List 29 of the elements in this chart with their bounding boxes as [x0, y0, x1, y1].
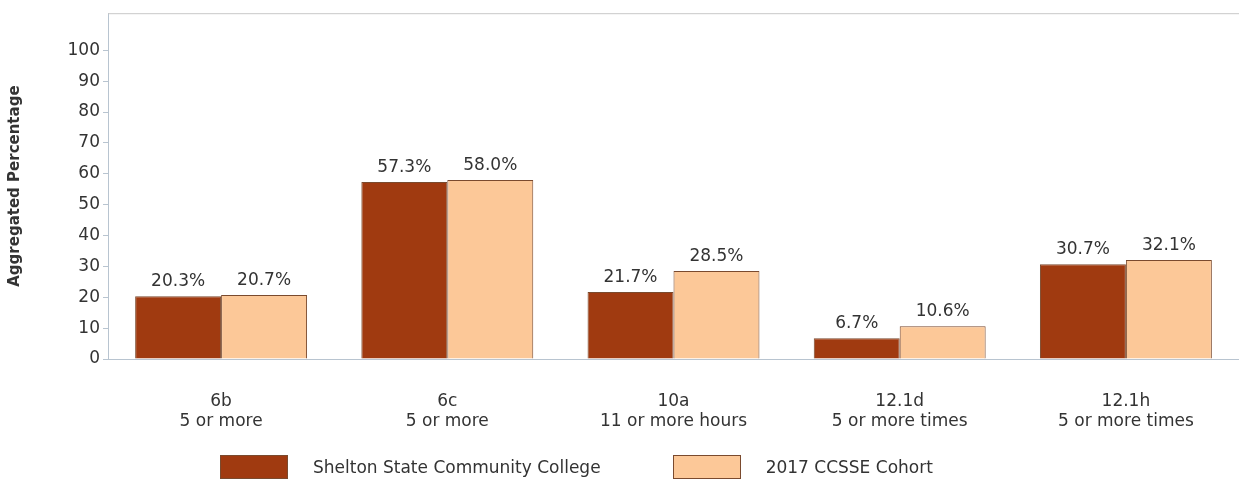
- legend-label: Shelton State Community College: [313, 457, 601, 477]
- y-tick-label: 0: [89, 347, 100, 368]
- x-tick-label: 6c 5 or more: [405, 389, 489, 431]
- data-label: 58.0%: [463, 153, 518, 174]
- x-tick-label: 6b 5 or more: [179, 389, 263, 431]
- data-label: 20.7%: [237, 269, 292, 290]
- y-tick-label: 60: [78, 162, 100, 183]
- data-label: 21.7%: [603, 266, 658, 286]
- data-label: 32.1%: [1141, 233, 1196, 254]
- data-label: 20.3%: [151, 270, 206, 291]
- y-tick-label: 30: [78, 254, 100, 275]
- y-tick-label: 100: [67, 38, 100, 59]
- x-tick-label: 10a 11 or more hours: [599, 389, 748, 431]
- y-axis-title: Aggregated Percentage: [4, 85, 23, 287]
- y-tick-label: 50: [78, 193, 100, 214]
- y-tick-label: 80: [78, 100, 100, 121]
- data-label: 30.7%: [1055, 238, 1110, 259]
- x-tick-label: 12.1h 5 or more times: [1058, 389, 1194, 431]
- y-tick-label: 10: [78, 316, 100, 337]
- data-label: 28.5%: [689, 245, 744, 266]
- y-tick-label: 90: [78, 69, 100, 90]
- y-tick-label: 40: [78, 223, 100, 244]
- data-label: 10.6%: [915, 300, 970, 321]
- y-tick-label: 70: [78, 131, 100, 152]
- x-tick-label: 12.1d 5 or more times: [831, 389, 968, 431]
- data-label: 57.3%: [377, 156, 432, 177]
- y-tick-label: 20: [78, 285, 100, 306]
- legend-label: 2017 CCSSE Cohort: [765, 457, 933, 477]
- data-label: 6.7%: [835, 312, 879, 333]
